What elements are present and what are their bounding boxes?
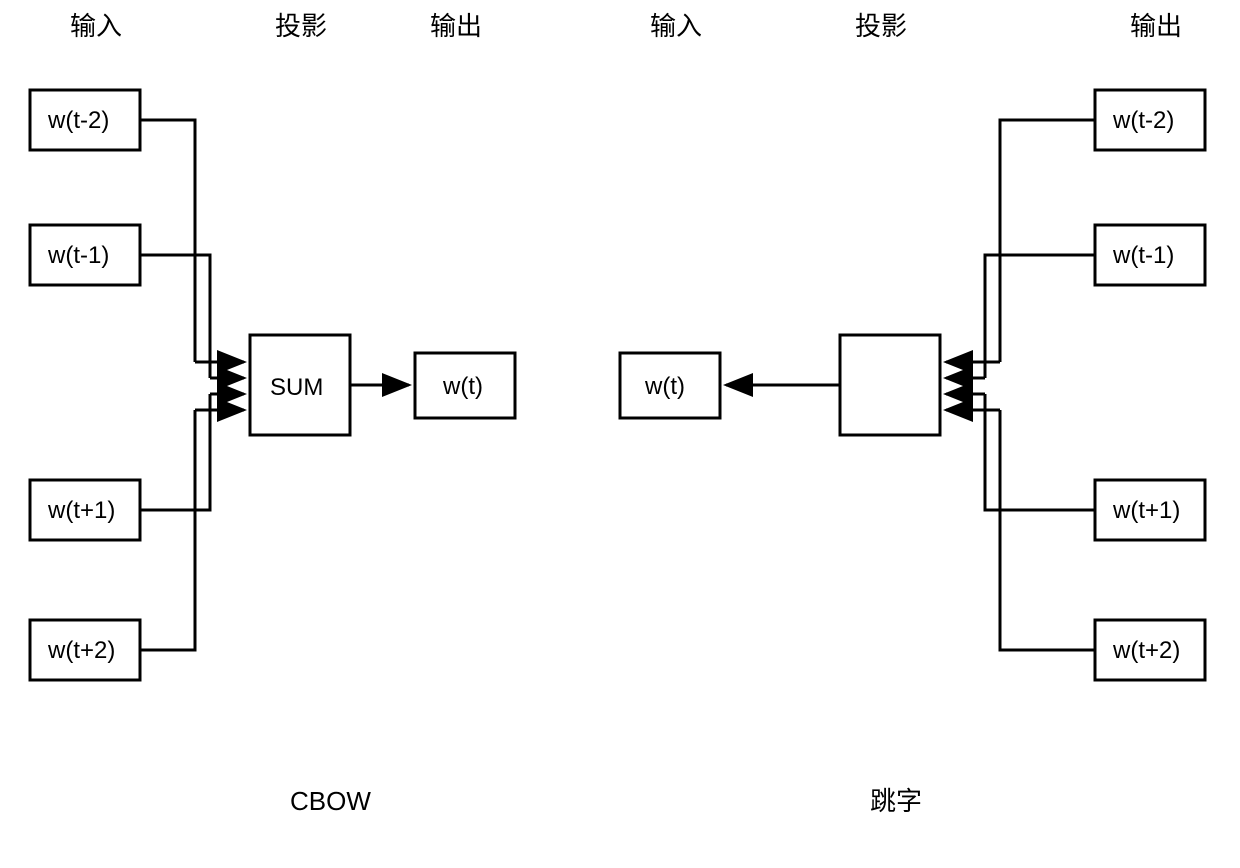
diagram-root: 输入 投影 输出 w(t-2) w(t-1) w(t+1) w(t+2) SUM… bbox=[0, 0, 1240, 868]
svg-text:w(t+2): w(t+2) bbox=[1112, 637, 1180, 664]
cbow-output-box: w(t) bbox=[415, 353, 515, 418]
skipgram-output-box-2: w(t+1) bbox=[1095, 480, 1205, 540]
cbow-input-box-0: w(t-2) bbox=[30, 90, 140, 150]
cbow-input-box-1: w(t-1) bbox=[30, 225, 140, 285]
cbow-input-box-3: w(t+2) bbox=[30, 620, 140, 680]
cbow-header-input: 输入 bbox=[70, 11, 122, 41]
skipgram-output-box-1: w(t-1) bbox=[1095, 225, 1205, 285]
skipgram-title: 跳字 bbox=[870, 786, 922, 816]
skipgram-header-output: 输出 bbox=[1130, 11, 1182, 41]
cbow-input-box-2: w(t+1) bbox=[30, 480, 140, 540]
cbow-edge-1 bbox=[140, 255, 210, 378]
svg-text:w(t-2): w(t-2) bbox=[47, 107, 109, 134]
svg-text:w(t-2): w(t-2) bbox=[1112, 107, 1174, 134]
skipgram-input-box: w(t) bbox=[620, 353, 720, 418]
svg-text:w(t+2): w(t+2) bbox=[47, 637, 115, 664]
cbow-projection-box: SUM bbox=[250, 335, 350, 435]
svg-text:w(t+1): w(t+1) bbox=[1112, 497, 1180, 524]
svg-text:w(t): w(t) bbox=[644, 373, 685, 400]
svg-text:w(t+1): w(t+1) bbox=[47, 497, 115, 524]
skipgram-header-input: 输入 bbox=[650, 11, 702, 41]
skipgram-projection-box bbox=[840, 335, 940, 435]
svg-text:SUM: SUM bbox=[270, 374, 323, 401]
skipgram-output-box-3: w(t+2) bbox=[1095, 620, 1205, 680]
svg-text:w(t): w(t) bbox=[442, 373, 483, 400]
skipgram-edge-3 bbox=[1000, 410, 1095, 650]
skipgram-edge-0 bbox=[1000, 120, 1095, 362]
cbow-header-output: 输出 bbox=[430, 11, 482, 41]
svg-text:w(t-1): w(t-1) bbox=[1112, 242, 1174, 269]
cbow-title: CBOW bbox=[290, 786, 371, 816]
skipgram-output-box-0: w(t-2) bbox=[1095, 90, 1205, 150]
skipgram-header-projection: 投影 bbox=[855, 11, 907, 41]
cbow-edge-3 bbox=[140, 410, 195, 650]
svg-text:w(t-1): w(t-1) bbox=[47, 242, 109, 269]
cbow-edge-0 bbox=[140, 120, 195, 362]
cbow-header-projection: 投影 bbox=[275, 11, 327, 41]
